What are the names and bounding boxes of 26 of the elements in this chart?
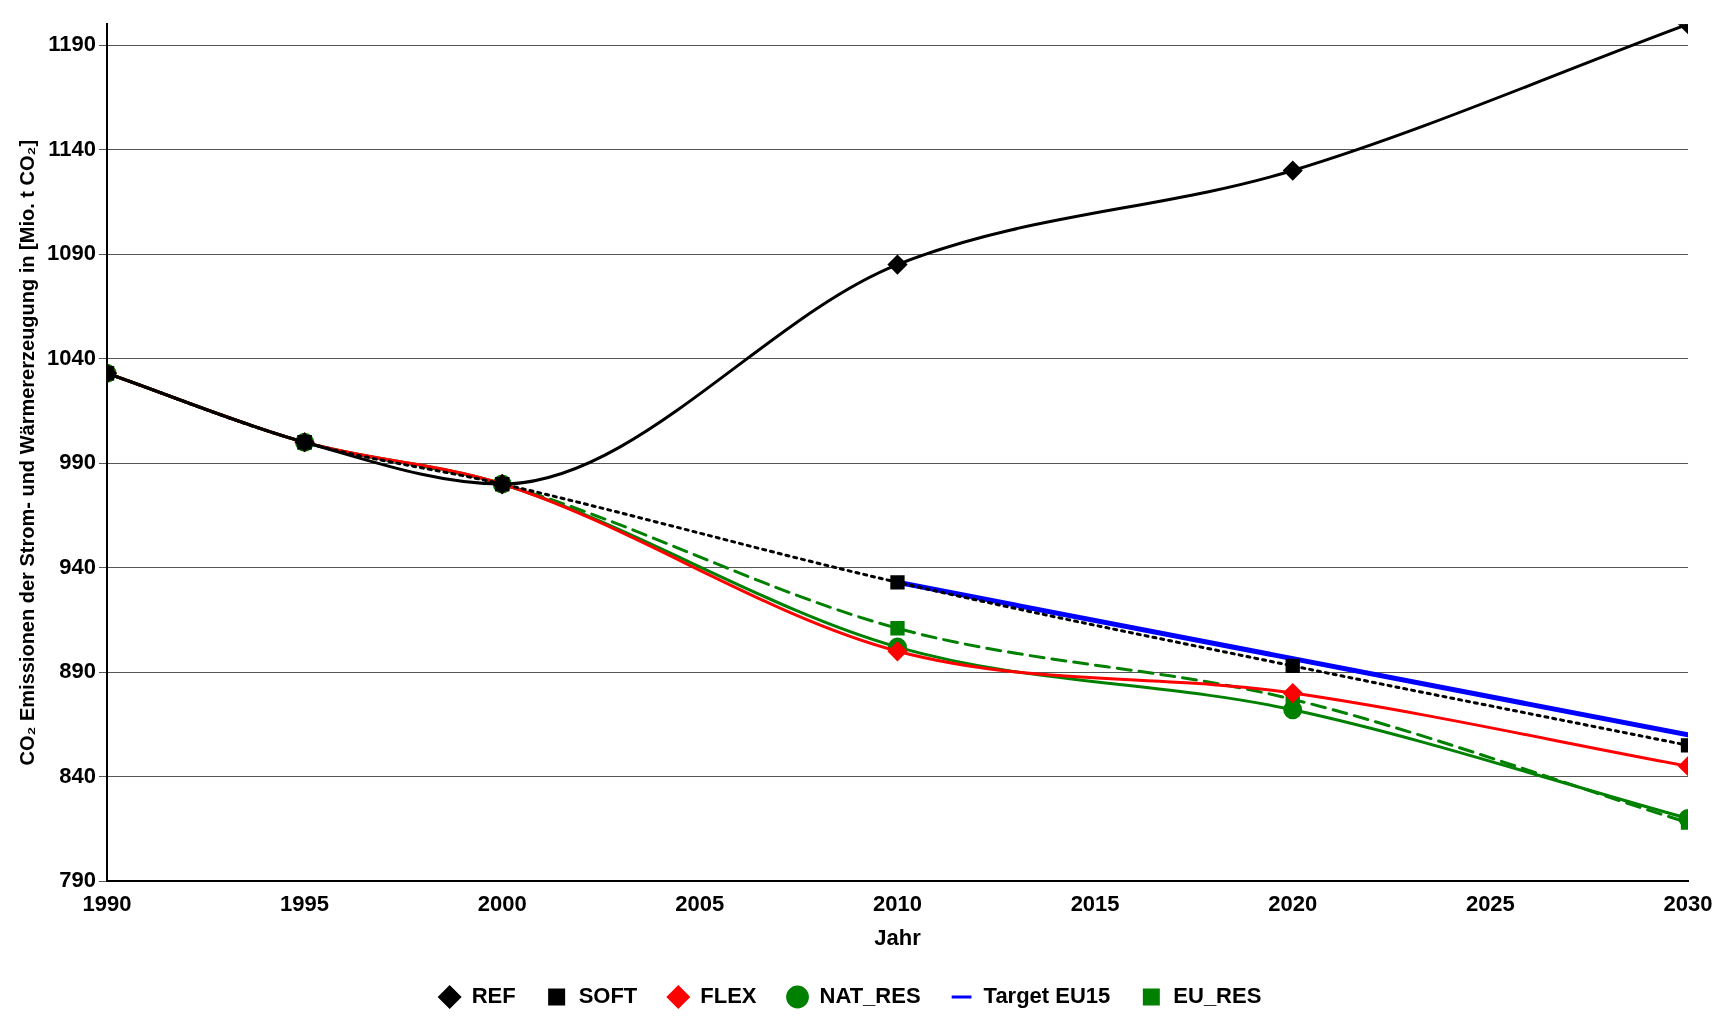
legend-label: EU_RES xyxy=(1173,983,1262,1009)
x-tick-label: 2015 xyxy=(1070,891,1120,917)
x-tick-label: 2000 xyxy=(477,891,527,917)
y-tick-label: 990 xyxy=(59,449,96,475)
legend-label: Target EU15 xyxy=(983,983,1111,1009)
y-tick-label: 1040 xyxy=(46,344,96,370)
legend-label: REF xyxy=(471,983,516,1009)
x-tick-label: 1995 xyxy=(280,891,330,917)
y-tick-label: 1190 xyxy=(48,31,96,57)
x-tick-label: 2025 xyxy=(1465,891,1515,917)
x-tick-label: 2030 xyxy=(1663,891,1713,917)
x-axis-title: Jahr xyxy=(874,924,922,950)
y-tick-label: 940 xyxy=(59,553,96,579)
legend-label: NAT_RES xyxy=(819,983,921,1009)
x-tick-label: 2005 xyxy=(675,891,725,917)
y-tick-label: 890 xyxy=(59,658,96,684)
x-tick-label: 2010 xyxy=(872,891,922,917)
x-tick-label: 2020 xyxy=(1268,891,1318,917)
y-tick-label: 790 xyxy=(59,867,96,893)
x-tick-label: 1990 xyxy=(82,891,132,917)
legend-label: SOFT xyxy=(578,983,638,1009)
y-tick-label: 1090 xyxy=(46,240,96,266)
legend-label: FLEX xyxy=(700,983,757,1009)
y-axis-title: CO₂ Emissionen der Strom- und Wärmererzeugung in [Mio. t CO₂] xyxy=(15,139,38,766)
y-tick-label: 1140 xyxy=(48,135,96,161)
y-tick-label: 840 xyxy=(59,762,96,788)
